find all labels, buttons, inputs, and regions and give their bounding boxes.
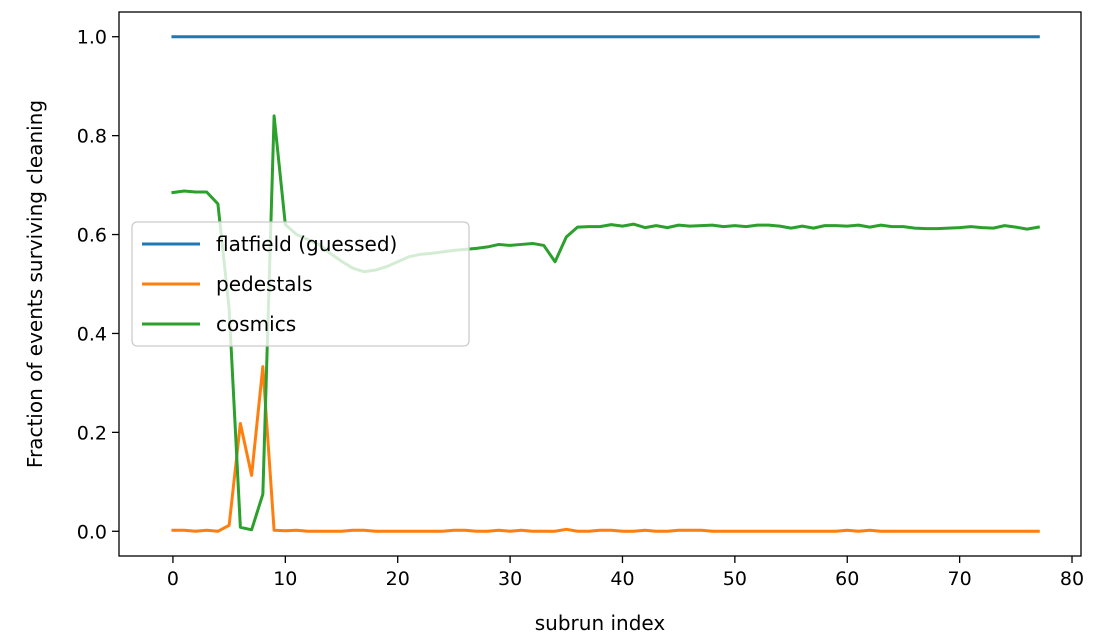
series-line-1 — [171, 365, 1040, 533]
x-axis-label: subrun index — [535, 611, 666, 635]
plot-frame — [118, 11, 1082, 557]
y-tick-label: 0.6 — [77, 225, 107, 247]
x-tick-label: 10 — [273, 568, 297, 590]
x-tick-label: 80 — [1060, 568, 1084, 590]
y-tick-label: 0.8 — [77, 126, 107, 148]
y-tick-label: 0.4 — [77, 323, 107, 345]
x-tick-label: 0 — [167, 568, 179, 590]
x-tick-label: 50 — [723, 568, 747, 590]
y-tick-label: 0.0 — [77, 521, 107, 543]
x-tick-label: 30 — [498, 568, 522, 590]
y-axis: 0.0 0.2 0.4 0.6 0.8 1.0 — [77, 27, 119, 543]
y-axis-label: Fraction of events surviving cleaning — [23, 100, 47, 468]
x-tick-label: 20 — [386, 568, 410, 590]
legend-box — [131, 221, 470, 347]
legend-label-0: flatfield (guessed) — [216, 232, 397, 256]
x-tick-label: 70 — [948, 568, 972, 590]
legend-label-2: cosmics — [216, 312, 296, 336]
x-tick-label: 40 — [610, 568, 634, 590]
legend-label-1: pedestals — [216, 272, 313, 296]
x-axis: 0 10 20 30 40 50 60 70 80 — [167, 556, 1084, 590]
y-tick-label: 0.2 — [77, 422, 107, 444]
x-tick-label: 60 — [835, 568, 859, 590]
y-tick-label: 1.0 — [77, 27, 107, 49]
legend: flatfield (guessed) pedestals cosmics — [131, 221, 470, 347]
